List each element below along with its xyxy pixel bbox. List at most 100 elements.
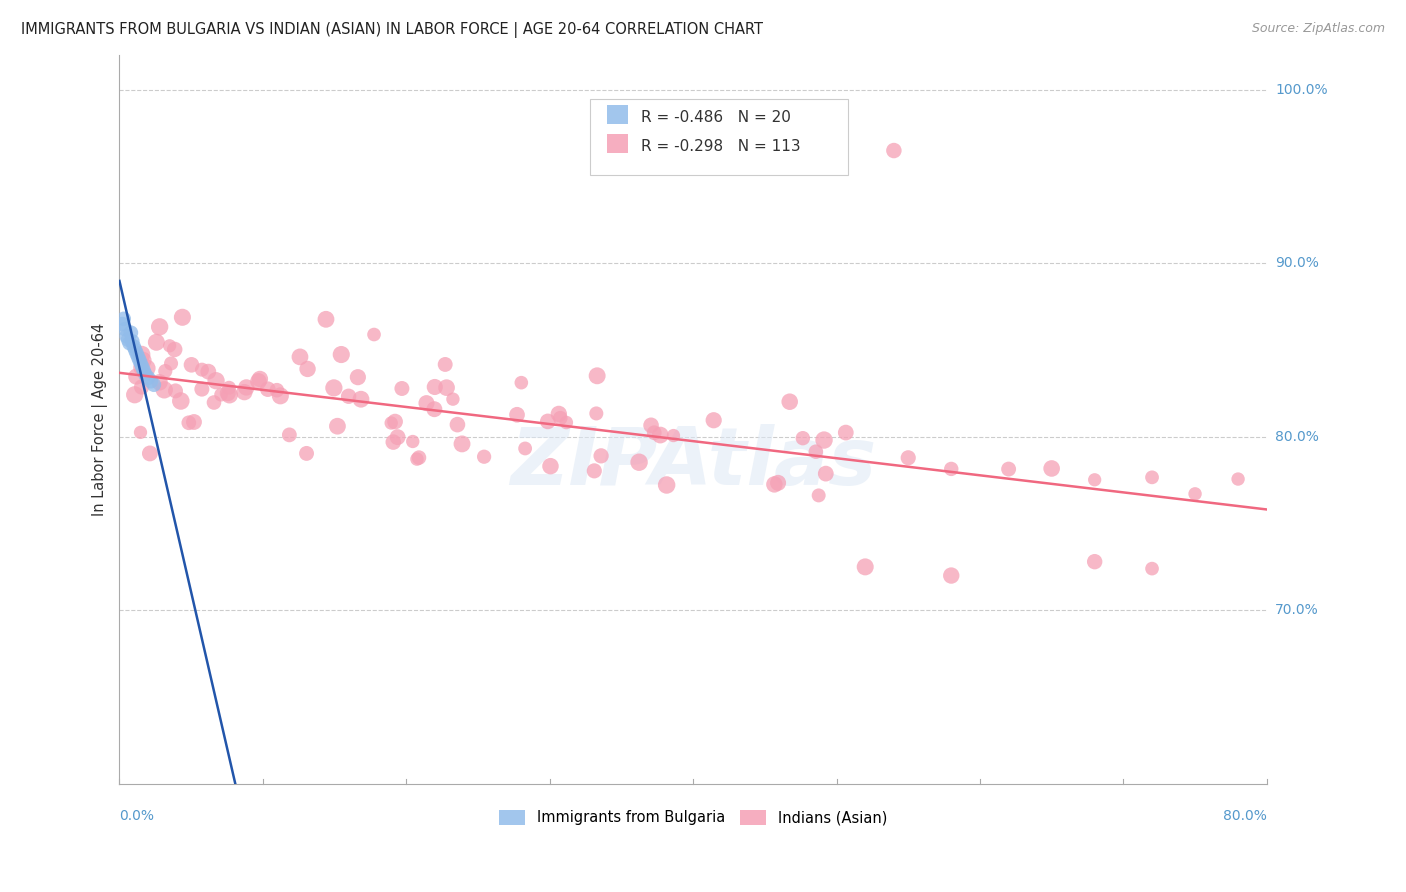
Point [1184,487,1206,501]
Point [129,425,152,440]
Point [1040,461,1063,475]
Point [191,382,214,396]
Text: 0.0%: 0.0% [120,809,155,822]
Point [136,371,159,385]
Point [643,425,665,440]
Point [547,407,569,421]
Point [337,389,360,403]
Text: 90.0%: 90.0% [1275,256,1319,270]
Point [586,368,609,383]
Point [145,335,167,350]
Text: IMMIGRANTS FROM BULGARIA VS INDIAN (ASIAN) IN LABOR FORCE | AGE 20-64 CORRELATIO: IMMIGRANTS FROM BULGARIA VS INDIAN (ASIA… [21,22,763,38]
Point [117,333,139,347]
Point [131,380,153,394]
Point [278,428,301,442]
Point [247,375,270,389]
Point [436,381,458,395]
Point [1084,473,1107,487]
Bar [607,104,627,124]
Point [814,467,837,481]
Point [209,387,232,401]
Point [183,415,205,429]
Point [1084,555,1107,569]
Point [172,310,194,325]
Point [434,358,457,372]
Point [297,362,319,376]
Text: 80.0%: 80.0% [1223,809,1267,822]
Point [112,311,135,326]
Point [322,381,344,395]
FancyBboxPatch shape [591,99,848,176]
Point [703,413,725,427]
Point [446,417,468,432]
Point [506,408,529,422]
Point [1140,470,1163,484]
Point [550,411,572,425]
Point [1227,472,1250,486]
Point [218,388,240,402]
Point [163,343,186,357]
Point [423,402,446,417]
Text: ZIPAtlas: ZIPAtlas [510,424,876,502]
Point [231,838,253,852]
Point [835,425,858,440]
Point [177,416,200,430]
Point [423,380,446,394]
Point [585,407,607,421]
Point [132,353,155,368]
Point [129,360,152,375]
Point [135,361,157,376]
Point [640,418,662,433]
Point [132,364,155,378]
Point [813,433,835,447]
Point [537,414,560,428]
Point [205,374,228,388]
Point [408,450,430,465]
Point [153,383,176,397]
Point [129,357,152,371]
Point [191,362,214,376]
Point [197,365,219,379]
Point [235,380,257,394]
Point [330,347,353,361]
Point [249,372,271,386]
Point [170,394,193,409]
Point [766,475,789,490]
Point [115,329,138,343]
Point [295,446,318,460]
Point [628,455,651,469]
Point [139,374,162,388]
Text: 80.0%: 80.0% [1275,430,1319,444]
Point [111,317,134,331]
Point [180,358,202,372]
Point [202,395,225,409]
Point [131,360,153,375]
Point [124,388,146,402]
Point [540,459,562,474]
Text: 100.0%: 100.0% [1275,83,1327,97]
Point [402,434,425,449]
Point [134,368,156,382]
Point [391,382,413,396]
Point [149,319,172,334]
Point [233,385,256,400]
Point [142,377,165,392]
Point [384,415,406,429]
Bar [607,134,627,153]
Point [804,444,827,458]
Point [510,376,533,390]
Point [288,350,311,364]
Point [159,339,181,353]
Legend: Immigrants from Bulgaria, Indians (Asian): Immigrants from Bulgaria, Indians (Asian… [494,804,893,831]
Point [131,347,153,361]
Point [350,392,373,407]
Point [315,312,337,326]
Point [127,350,149,364]
Point [415,396,437,410]
Point [1140,561,1163,575]
Point [883,144,905,158]
Point [406,452,429,467]
Point [217,386,239,401]
Point [125,369,148,384]
Point [120,326,142,340]
